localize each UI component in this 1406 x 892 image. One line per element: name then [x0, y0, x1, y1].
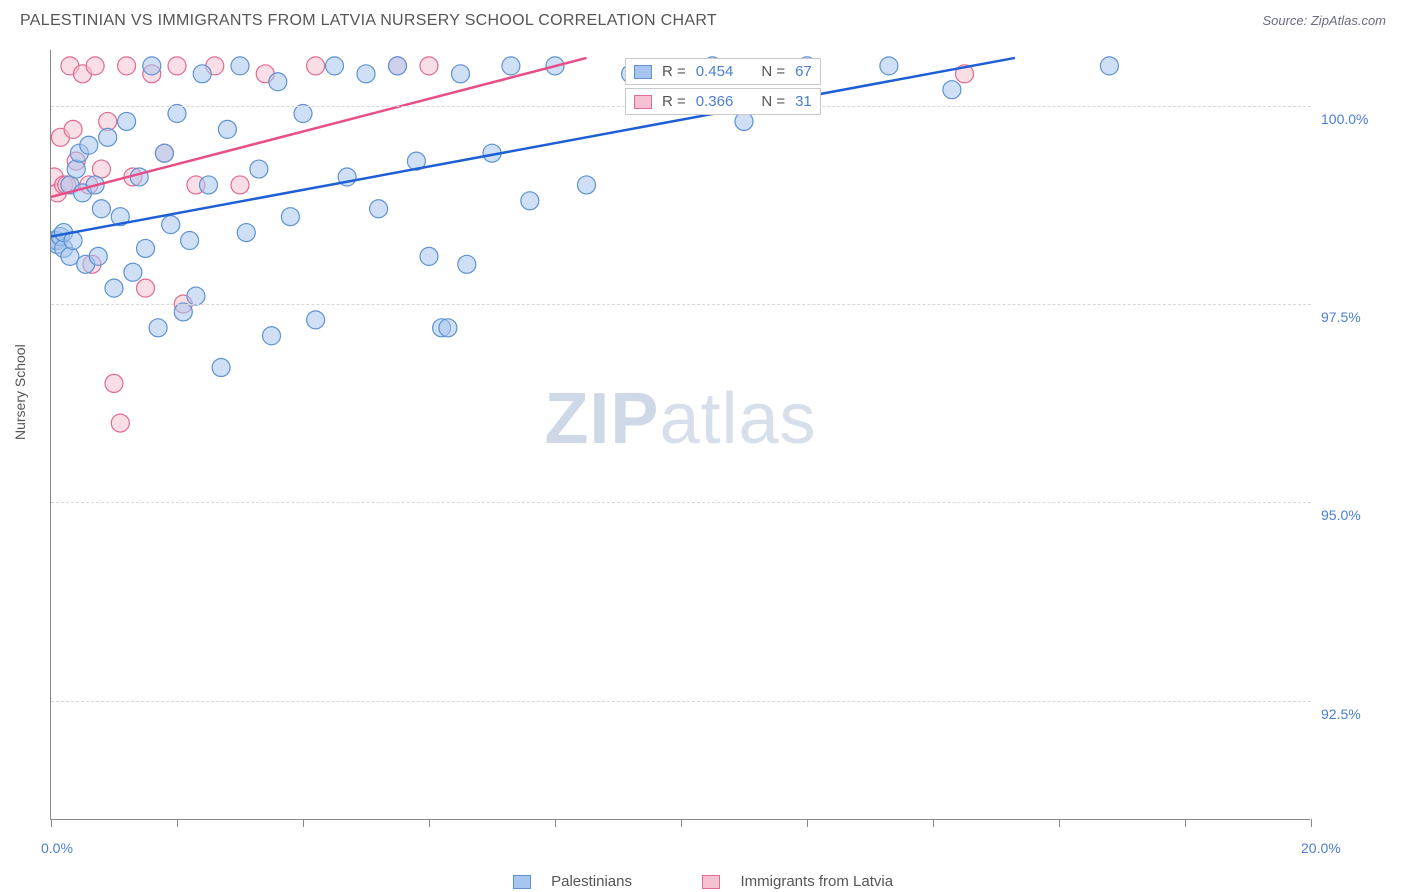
chart-area: ZIPatlas 92.5%95.0%97.5%100.0%0.0%20.0%: [50, 50, 1360, 820]
bottom-legend: Palestinians Immigrants from Latvia: [0, 872, 1406, 890]
source-credit: Source: ZipAtlas.com: [1262, 13, 1386, 28]
x-tick: [51, 819, 52, 827]
x-tick: [807, 819, 808, 827]
x-tick: [681, 819, 682, 827]
x-tick: [1311, 819, 1312, 827]
legend-label-b: Immigrants from Latvia: [741, 873, 894, 890]
legend-swatch-a: [513, 875, 531, 889]
scatter-svg: [51, 50, 1311, 820]
x-tick-label: 20.0%: [1301, 840, 1341, 856]
y-axis-label: Nursery School: [12, 344, 28, 440]
y-tick-label: 92.5%: [1321, 706, 1361, 722]
gridline-h: [51, 502, 1311, 503]
legend-swatch-b: [702, 875, 720, 889]
x-tick: [1185, 819, 1186, 827]
x-tick: [933, 819, 934, 827]
x-tick: [1059, 819, 1060, 827]
y-tick-label: 95.0%: [1321, 507, 1361, 523]
stat-legend-row: R =0.366N =31: [625, 88, 821, 115]
gridline-h: [51, 304, 1311, 305]
legend-label-a: Palestinians: [551, 873, 632, 890]
gridline-h: [51, 701, 1311, 702]
x-tick: [177, 819, 178, 827]
y-tick-label: 97.5%: [1321, 309, 1361, 325]
y-tick-label: 100.0%: [1321, 111, 1368, 127]
x-tick: [303, 819, 304, 827]
x-tick: [429, 819, 430, 827]
x-tick-label: 0.0%: [41, 840, 73, 856]
stat-legend-row: R =0.454N =67: [625, 58, 821, 85]
plot-region: ZIPatlas 92.5%95.0%97.5%100.0%0.0%20.0%: [50, 50, 1310, 820]
chart-title: PALESTINIAN VS IMMIGRANTS FROM LATVIA NU…: [20, 12, 717, 30]
x-tick: [555, 819, 556, 827]
